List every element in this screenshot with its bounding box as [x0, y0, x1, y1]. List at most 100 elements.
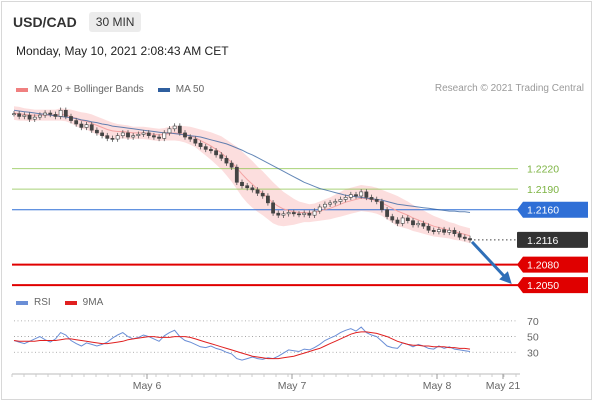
- support-label: 1.2080: [527, 260, 559, 272]
- candle-body: [400, 217, 405, 224]
- pivot-tag: [517, 201, 588, 218]
- ma50-line: [13, 109, 471, 213]
- candle-body: [426, 225, 431, 231]
- candle-body: [240, 181, 244, 187]
- candle-body: [229, 162, 234, 168]
- candle-body: [69, 116, 73, 121]
- candle-body: [286, 212, 291, 215]
- timeframe-badge[interactable]: 30 MIN: [88, 12, 142, 32]
- candle-body: [421, 223, 426, 227]
- rsi-swatch: [16, 300, 28, 305]
- candle-body: [146, 132, 151, 136]
- resistance-label: 1.2220: [527, 164, 559, 176]
- candle-body: [374, 199, 379, 202]
- candle-body: [468, 238, 472, 241]
- candle-body: [48, 112, 53, 115]
- rsi-level-label: 70: [527, 316, 539, 328]
- support-tag: [517, 256, 588, 273]
- currency-pair: USD/CAD: [13, 14, 77, 30]
- candle-body: [32, 116, 37, 120]
- candle-body: [462, 236, 467, 239]
- rsi-legend: RSI 9MA: [16, 297, 117, 308]
- x-tick-label: May 21: [486, 380, 521, 392]
- price-legend: MA 20 + Bollinger Bands MA 50: [16, 84, 218, 95]
- ma9-swatch: [64, 300, 77, 305]
- candle-body: [136, 133, 141, 136]
- x-tick-label: May 6: [133, 380, 162, 392]
- rsi-line: [13, 326, 471, 361]
- candle-body: [276, 212, 281, 216]
- candle-body: [338, 199, 343, 202]
- candle-body: [390, 216, 395, 221]
- candle-body: [317, 206, 322, 212]
- candle-body: [395, 219, 400, 224]
- candle-body: [43, 112, 47, 116]
- candle-body: [224, 157, 229, 164]
- research-credit: Research © 2021 Trading Central: [434, 83, 584, 94]
- candle-body: [162, 132, 167, 139]
- candle-body: [198, 142, 203, 147]
- candle-body: [110, 138, 115, 140]
- support-tag: [517, 277, 588, 294]
- candle-body: [312, 210, 317, 216]
- candle-body: [250, 187, 255, 191]
- candle-body: [157, 136, 161, 139]
- candle-body: [12, 113, 16, 116]
- candle-body: [328, 202, 332, 205]
- candle-body: [380, 201, 384, 211]
- candle-body: [38, 114, 42, 118]
- candle-body: [177, 125, 182, 134]
- candle-body: [281, 213, 286, 216]
- candle-body: [385, 209, 389, 217]
- candle-body: [437, 229, 441, 232]
- pivot-label: 1.2160: [527, 205, 559, 217]
- candle-body: [343, 197, 348, 200]
- candle-body: [22, 114, 27, 117]
- candle-body: [348, 194, 353, 198]
- candle-body: [105, 135, 110, 139]
- candle-body: [152, 135, 156, 138]
- ma20-line: [13, 112, 471, 237]
- candle-body: [100, 132, 104, 136]
- candle-body: [323, 203, 327, 208]
- candle-body: [63, 109, 68, 117]
- candle-body: [266, 195, 270, 204]
- candle-body: [442, 229, 446, 233]
- candle-body: [58, 109, 63, 117]
- candle-body: [27, 114, 32, 120]
- candle-body: [260, 192, 265, 197]
- candle-body: [271, 202, 275, 214]
- forecast-arrow-head: [499, 271, 512, 285]
- candle-body: [457, 233, 462, 238]
- candle-body: [53, 114, 58, 117]
- candle-body: [120, 132, 125, 136]
- candle-body: [79, 123, 84, 128]
- candle-body: [115, 135, 120, 140]
- rsi-level-label: 30: [527, 347, 539, 359]
- candle-body: [297, 213, 301, 216]
- rsi-label: RSI: [34, 297, 51, 308]
- candle-body: [188, 136, 193, 140]
- candle-body: [359, 191, 364, 197]
- candle-body: [214, 150, 218, 156]
- candle-body: [131, 135, 136, 138]
- candle-body: [219, 154, 224, 159]
- candle-body: [447, 229, 452, 233]
- candle-body: [291, 212, 296, 215]
- ma20-label: MA 20 + Bollinger Bands: [34, 84, 144, 95]
- candle-body: [333, 201, 338, 204]
- rsi-level-label: 50: [527, 332, 539, 344]
- candle-body: [183, 132, 187, 138]
- candle-body: [203, 146, 208, 150]
- candle-body: [172, 125, 177, 130]
- candle-body: [245, 185, 250, 189]
- candle-body: [431, 229, 436, 232]
- candle-body: [452, 229, 457, 235]
- candle-body: [89, 124, 94, 131]
- ma9-label: 9MA: [82, 297, 104, 308]
- resistance-label: 1.2190: [527, 184, 559, 196]
- candle-body: [84, 124, 89, 128]
- timestamp: Monday, May 10, 2021 2:08:43 AM CET: [16, 44, 229, 58]
- forecast-arrow-shaft: [470, 240, 508, 280]
